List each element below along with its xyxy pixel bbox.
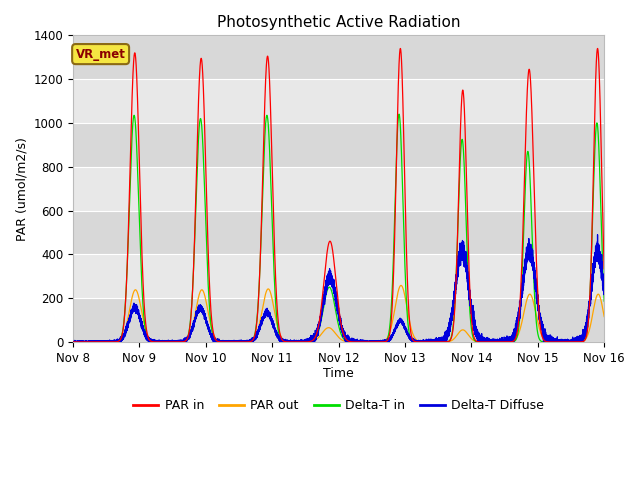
Delta-T in: [541, 339, 548, 345]
PAR out: [505, 339, 513, 345]
Delta-T Diffuse: [204, 321, 211, 327]
Delta-T Diffuse: [69, 339, 77, 345]
Bar: [73, 36, 604, 79]
Line: Delta-T in: Delta-T in: [73, 114, 604, 342]
Delta-T Diffuse: [579, 331, 587, 336]
Title: Photosynthetic Active Radiation: Photosynthetic Active Radiation: [217, 15, 460, 30]
PAR in: [122, 296, 129, 302]
PAR in: [69, 339, 77, 345]
Delta-T in: [395, 111, 403, 117]
PAR out: [600, 313, 608, 319]
PAR out: [579, 338, 587, 344]
PAR out: [122, 325, 129, 331]
Delta-T in: [122, 295, 129, 301]
PAR out: [69, 339, 77, 345]
Line: Delta-T Diffuse: Delta-T Diffuse: [73, 235, 604, 342]
PAR out: [397, 283, 405, 288]
PAR in: [579, 339, 587, 345]
Bar: [73, 123, 604, 167]
PAR in: [204, 220, 211, 226]
Delta-T Diffuse: [594, 232, 602, 238]
Bar: [73, 298, 604, 342]
PAR out: [492, 339, 500, 345]
PAR out: [541, 337, 548, 343]
Line: PAR out: PAR out: [73, 286, 604, 342]
Delta-T Diffuse: [600, 289, 608, 295]
Legend: PAR in, PAR out, Delta-T in, Delta-T Diffuse: PAR in, PAR out, Delta-T in, Delta-T Dif…: [128, 394, 549, 417]
PAR out: [204, 305, 211, 311]
Delta-T Diffuse: [541, 337, 548, 343]
Delta-T Diffuse: [492, 337, 500, 343]
Y-axis label: PAR (umol/m2/s): PAR (umol/m2/s): [15, 137, 28, 240]
PAR in: [600, 266, 608, 272]
Delta-T in: [505, 339, 513, 345]
Delta-T Diffuse: [505, 339, 513, 345]
Bar: [73, 211, 604, 254]
PAR in: [594, 46, 602, 51]
Delta-T in: [579, 338, 587, 344]
PAR in: [541, 338, 548, 344]
PAR in: [505, 339, 513, 345]
Text: VR_met: VR_met: [76, 48, 125, 60]
Delta-T in: [492, 339, 500, 345]
PAR in: [492, 339, 500, 345]
Delta-T Diffuse: [122, 329, 129, 335]
X-axis label: Time: Time: [323, 367, 354, 381]
Delta-T in: [600, 298, 608, 304]
Delta-T in: [204, 262, 211, 268]
Delta-T in: [69, 339, 77, 345]
Line: PAR in: PAR in: [73, 48, 604, 342]
